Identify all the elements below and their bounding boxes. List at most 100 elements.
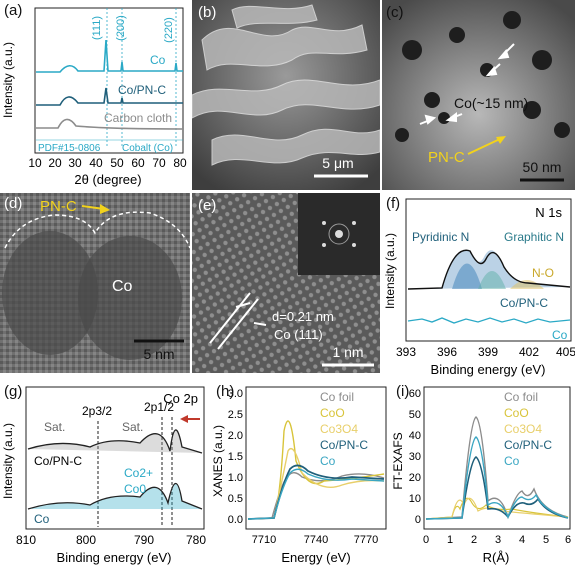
exafs-ylabel: FT-EXAFS — [392, 432, 405, 489]
curve-carbon-cloth — [36, 118, 184, 130]
tick: 2 — [471, 534, 477, 546]
tick: 0.5 — [228, 493, 243, 505]
tick: 30 — [68, 156, 82, 170]
tick: 60 — [409, 388, 421, 400]
tick: 1 — [447, 534, 453, 546]
legend-copnc: Co/PN-C — [320, 438, 368, 452]
scalebar-label: 1 nm — [332, 344, 363, 360]
tem-shell-label: PN-C — [428, 149, 465, 166]
d-spacing-label: d=0.21 nm — [272, 309, 334, 324]
tick: 0 — [415, 514, 421, 526]
tick: 790 — [134, 533, 154, 547]
panel-tag-a: (a) — [4, 2, 23, 19]
co2p-plot: Intensity (a.u.) Co 2p Sat. 2p3/2 Sat. 2… — [1, 386, 206, 565]
label-co0: Co0 — [124, 482, 146, 496]
label-copnc: Co/PN-C — [500, 296, 548, 310]
panel-c-tem: Co(~15 nm) PN-C 50 nm (c) — [382, 0, 575, 190]
panel-g-co2p: Intensity (a.u.) Co 2p Sat. 2p3/2 Sat. 2… — [0, 381, 210, 571]
tick: 10 — [409, 493, 421, 505]
n1s-ylabel: Intensity (a.u.) — [383, 233, 397, 309]
panel-d-hrtem: PN-C Co 5 nm (d) — [0, 193, 190, 373]
ref-pdf: PDF#15-0806 — [38, 143, 101, 154]
panel-tag-g: (g) — [4, 383, 23, 400]
peak-no: N-O — [532, 266, 554, 280]
panel-tag-f: (f) — [386, 195, 401, 212]
tick: 60 — [131, 156, 145, 170]
legend-coo: CoO — [320, 406, 345, 420]
panel-tag-b: (b) — [198, 4, 217, 21]
legend-coo: CoO — [504, 406, 529, 420]
scalebar-label: 5 μm — [322, 155, 353, 171]
legend-co: Co — [504, 454, 520, 468]
tick: 10 — [28, 156, 42, 170]
tick: 2.5 — [228, 409, 243, 421]
tick: 3.0 — [228, 388, 243, 400]
tick: 7710 — [252, 534, 276, 546]
legend-co3o4: Co3O4 — [320, 422, 358, 436]
tick: 0 — [423, 534, 429, 546]
sem-image: 5 μm — [192, 0, 380, 190]
hrtem-core-label: Co — [112, 278, 133, 295]
tick: 4 — [519, 534, 525, 546]
tick: 70 — [152, 156, 166, 170]
panel-tag-c: (c) — [386, 4, 404, 21]
legend-co-foil: Co foil — [504, 390, 538, 404]
panel-f-n1s: Intensity (a.u.) N 1s Pyridinic N Graphi… — [382, 193, 575, 383]
xanes-xlabel: Energy (eV) — [281, 550, 350, 565]
sat-label-2: Sat. — [122, 420, 143, 434]
label-copnc: Co/PN-C — [34, 454, 82, 468]
panel-tag-h: (h) — [216, 383, 235, 400]
peak-label: (111) — [91, 16, 103, 40]
xanes-ylabel: XANES (a.u.) — [212, 425, 225, 497]
peak-graphitic: Graphitic N — [504, 230, 564, 244]
panel-tag-e: (e) — [198, 197, 217, 214]
tem-image: Co(~15 nm) PN-C 50 nm — [382, 0, 575, 190]
tick: 2.0 — [228, 430, 243, 442]
panel-e-lattice: d=0.21 nm Co (111) 1 nm (e) — [192, 193, 380, 373]
tick: 402 — [519, 345, 539, 359]
tick: 3 — [495, 534, 501, 546]
plane-label: Co (111) — [274, 327, 323, 342]
tick: 40 — [89, 156, 103, 170]
tick: 50 — [409, 409, 421, 421]
tick: 6 — [565, 534, 571, 546]
xanes-plot: XANES (a.u.) 0.0 0.5 1.0 1.5 2.0 2.5 3.0… — [212, 386, 387, 565]
peak-label: (220) — [163, 17, 175, 43]
peak-label: (200) — [115, 15, 127, 41]
tick: 80 — [173, 156, 187, 170]
hrtem-shell-label: PN-C — [40, 198, 77, 215]
legend-co3o4: Co3O4 — [504, 422, 542, 436]
panel-tag-d: (d) — [4, 195, 23, 212]
tick: 399 — [478, 345, 498, 359]
label-copnc: Co/PN-C — [118, 83, 166, 97]
scalebar-label: 5 nm — [143, 346, 174, 362]
tick: 393 — [396, 345, 416, 359]
lattice-image: d=0.21 nm Co (111) 1 nm — [192, 193, 380, 373]
hrtem-image: PN-C Co 5 nm — [0, 193, 190, 373]
tick: 30 — [409, 451, 421, 463]
xrd-xlabel: 2θ (degree) — [74, 172, 141, 187]
label-co: Co — [34, 512, 50, 526]
xrd-plot: Intensity (a.u.) 10 20 30 40 50 60 70 80… — [1, 7, 187, 187]
legend-copnc: Co/PN-C — [504, 438, 552, 452]
tem-label: Co(~15 nm) — [454, 95, 528, 111]
label-carbon-cloth: Carbon cloth — [104, 111, 172, 125]
tick: 50 — [110, 156, 124, 170]
label-co: Co — [552, 328, 568, 342]
label-2p32: 2p3/2 — [82, 404, 112, 418]
panel-b-sem: 5 μm (b) — [192, 0, 380, 190]
panel-h-xanes: XANES (a.u.) 0.0 0.5 1.0 1.5 2.0 2.5 3.0… — [212, 381, 390, 571]
tick: 40 — [409, 430, 421, 442]
label-co: Co — [150, 53, 166, 67]
panel-tag-i: (i) — [396, 383, 410, 400]
tick: 5 — [543, 534, 549, 546]
n1s-title: N 1s — [535, 205, 562, 220]
xrd-xticks: 10 20 30 40 50 60 70 80 — [28, 156, 187, 170]
co2p-ylabel: Intensity (a.u.) — [1, 423, 15, 499]
legend-co: Co — [320, 454, 336, 468]
tick: 7740 — [304, 534, 328, 546]
scalebar-label: 50 nm — [523, 159, 562, 175]
panel-i-exafs: FT-EXAFS 0 10 20 30 40 50 60 Co foil CoO… — [392, 381, 575, 571]
n1s-plot: Intensity (a.u.) N 1s Pyridinic N Graphi… — [383, 198, 575, 377]
xrd-ylabel: Intensity (a.u.) — [1, 42, 15, 118]
